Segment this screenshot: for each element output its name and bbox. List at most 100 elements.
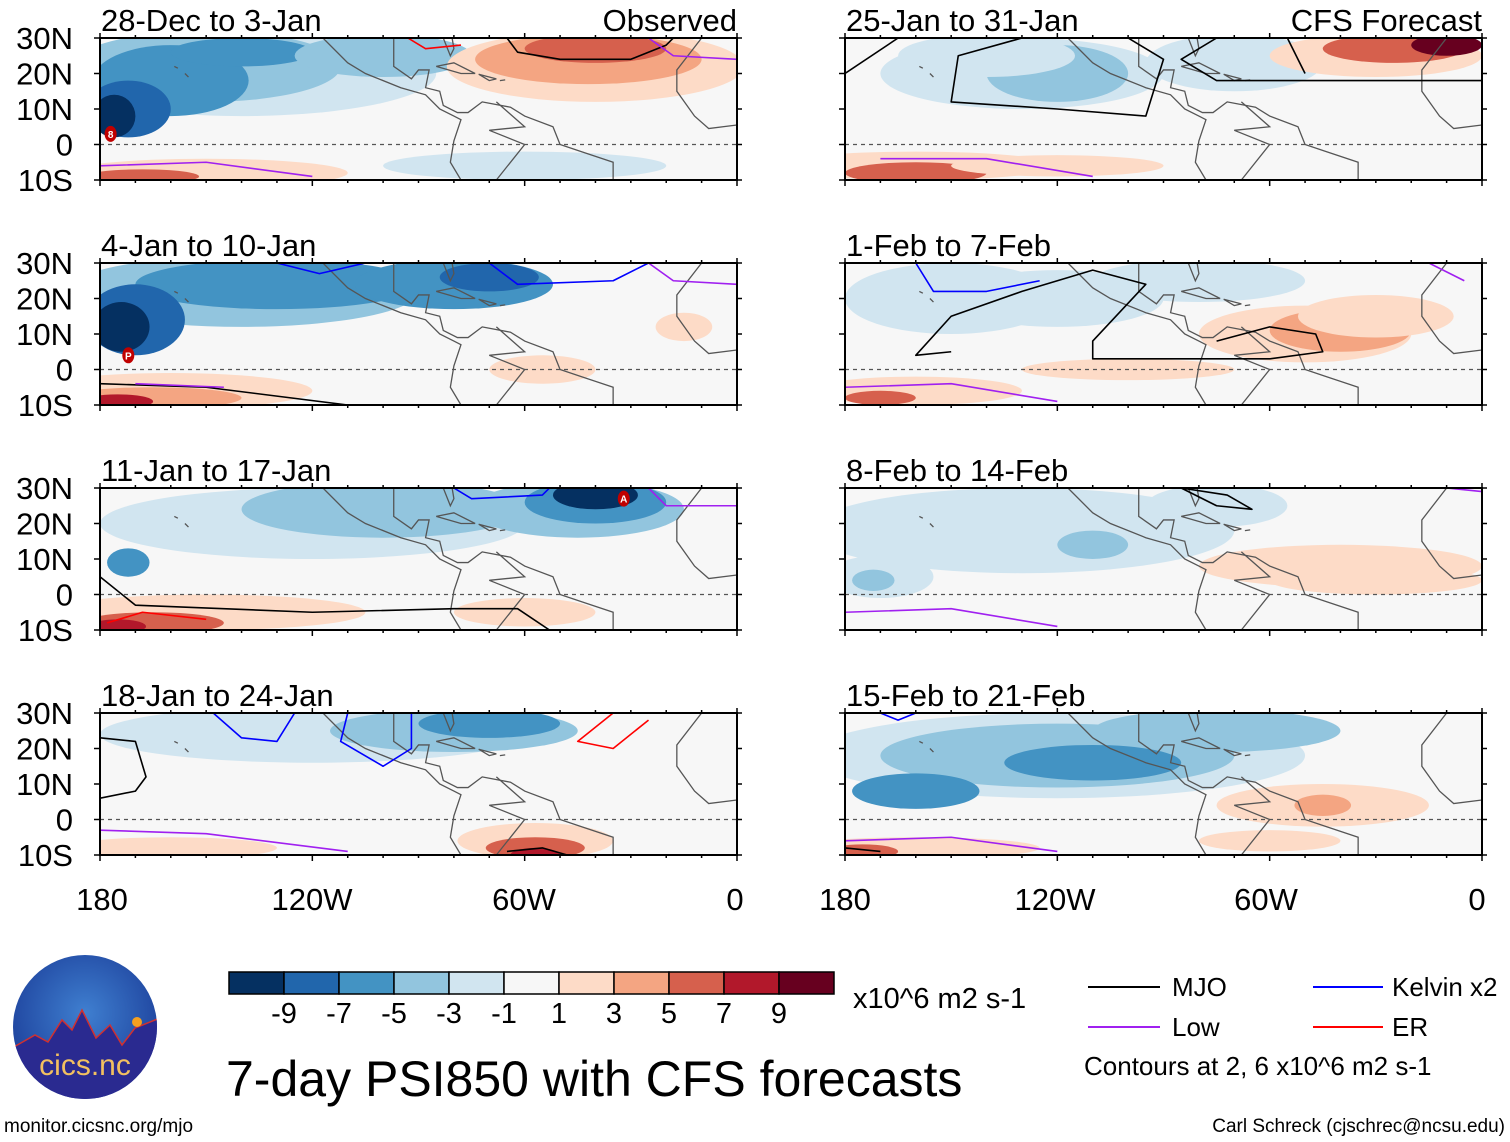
footer-credit: Carl Schreck (cjschrec@ncsu.edu): [1212, 1116, 1505, 1137]
coastline: [1234, 101, 1272, 180]
coastline: [184, 523, 189, 528]
storm-marker-label: A: [620, 495, 627, 506]
anomaly-region: [845, 162, 987, 180]
psi850-fill: [100, 38, 737, 180]
contour-line: [506, 847, 568, 855]
coastline: [442, 263, 455, 283]
storm-marker-label: 8: [108, 130, 114, 141]
contour-line: [100, 576, 550, 630]
coastline: [393, 713, 614, 855]
coastline: [489, 551, 527, 630]
coastline: [322, 488, 462, 630]
lon-tick: 60W: [492, 882, 556, 917]
contour-legend: MJO Kelvin x2 Low ER Contours at 2, 6 x1…: [1084, 972, 1498, 1081]
lat-tick: 0: [56, 353, 73, 388]
contour-line: [915, 263, 1040, 293]
observed-label: Observed: [603, 3, 737, 38]
coastline: [929, 73, 934, 78]
lat-tick: 10S: [18, 613, 73, 648]
coastline: [919, 65, 924, 69]
lat-tick: 20N: [16, 57, 73, 92]
lon-axis-right: 180 120W 60W 0: [819, 882, 1485, 917]
colorbar-label: 3: [606, 998, 622, 1030]
coastline: [1181, 737, 1221, 750]
colorbar-label: 5: [661, 998, 677, 1030]
coastline: [1067, 263, 1207, 405]
coastline: [174, 515, 179, 519]
anomaly-region: [1297, 294, 1454, 338]
lat-tick: 30N: [16, 696, 73, 731]
lon-tick: 120W: [272, 882, 354, 917]
anomaly-region: [107, 548, 150, 577]
anomaly-region: [1269, 566, 1482, 595]
contour-line: [1428, 263, 1465, 282]
coastline: [393, 488, 614, 630]
coastline: [499, 754, 506, 757]
colorbar-swatch: [228, 971, 285, 995]
colorbar-label: -5: [381, 998, 407, 1030]
coastline: [174, 65, 179, 69]
lat-tick: 20N: [16, 732, 73, 767]
coastline: [478, 298, 497, 307]
coastline: [919, 515, 924, 519]
panel-title: 8-Feb to 14-Feb: [846, 453, 1068, 488]
coastline: [174, 290, 179, 294]
anomaly-region: [135, 263, 419, 310]
coastline: [436, 737, 476, 750]
anomaly-region: [1004, 744, 1182, 781]
map-panel: 15-Feb to 21-Feb: [839, 678, 1487, 861]
figure-title: 7-day PSI850 with CFS forecasts: [226, 1051, 962, 1107]
anomaly-region: [845, 844, 899, 855]
cics-logo: cics.nc: [13, 955, 157, 1099]
anomaly-region: [383, 151, 667, 180]
coastline: [393, 263, 614, 405]
colorbar-units: x10^6 m2 s-1: [853, 983, 1026, 1015]
map-panel: 25-Jan to 31-Jan CFS Forecast: [839, 3, 1487, 186]
lat-tick: 10S: [18, 838, 73, 873]
contour-line: [212, 713, 296, 743]
psi850-fill: [100, 713, 737, 855]
contour-line: [647, 488, 737, 507]
colorbar-label: -7: [326, 998, 352, 1030]
coastline: [174, 740, 179, 744]
coastline: [478, 748, 497, 757]
lat-tick: 10S: [18, 388, 73, 423]
anomaly-region: [100, 302, 150, 352]
coastline: [1223, 298, 1242, 307]
lon-tick: 180: [76, 882, 128, 917]
legend-kelvin-label: Kelvin x2: [1392, 972, 1498, 1002]
coastline: [499, 529, 506, 532]
lon-tick: 60W: [1234, 882, 1298, 917]
tropical-cyclone-icon: 8: [104, 125, 117, 142]
footer-url[interactable]: monitor.cicsnc.org/mjo: [4, 1116, 193, 1137]
colorbar-label: 7: [716, 998, 732, 1030]
coastline: [478, 523, 497, 532]
contour-note: Contours at 2, 6 x10^6 m2 s-1: [1084, 1051, 1431, 1081]
contour-line: [106, 611, 207, 624]
coastline: [676, 488, 737, 580]
coastline: [929, 523, 934, 528]
lon-tick: 120W: [1015, 882, 1097, 917]
lat-tick: 20N: [16, 282, 73, 317]
lon-tick: 0: [1468, 882, 1485, 917]
colorbar-swatch: [338, 971, 395, 995]
lat-tick: 10N: [16, 92, 73, 127]
coastline: [1421, 38, 1482, 130]
anomaly-region: [453, 598, 596, 627]
coastline: [1187, 263, 1200, 283]
lat-tick: 0: [56, 128, 73, 163]
coastline: [676, 38, 737, 130]
lat-tick: 10S: [18, 163, 73, 198]
lat-tick: 30N: [16, 21, 73, 56]
coastline: [436, 287, 476, 300]
map-panel: 1-Feb to 7-Feb: [839, 228, 1487, 411]
coastline: [1421, 263, 1482, 355]
contour-line: [339, 713, 413, 768]
coastline: [1138, 488, 1359, 630]
colorbar-swatch: [558, 971, 615, 995]
anomaly-region: [100, 837, 277, 855]
contour-line: [1180, 38, 1482, 82]
